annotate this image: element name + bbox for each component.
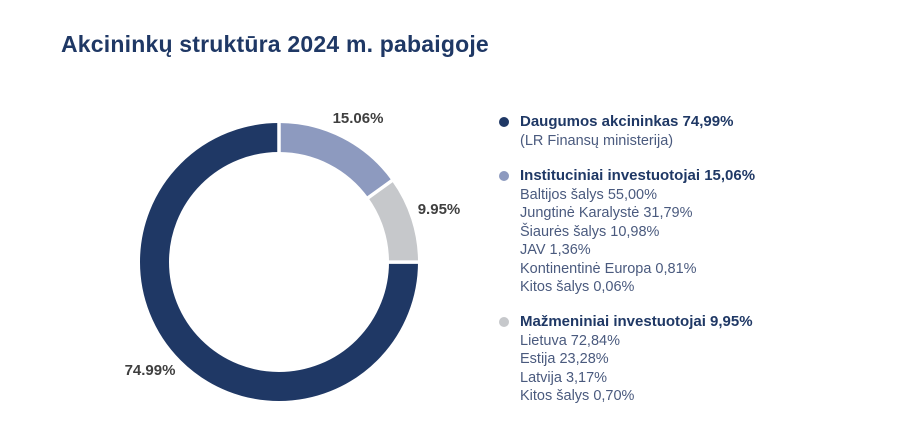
legend-group-heading: Mažmeniniai investuotojai 9,95% bbox=[520, 312, 753, 330]
donut-segment-2 bbox=[140, 123, 418, 401]
legend-group-texts: Daugumos akcininkas 74,99% (LR Finansų mi… bbox=[520, 112, 869, 151]
slice-label-instituciniai: 15.06% bbox=[332, 110, 384, 127]
legend-item: Kitos šalys 0,70% bbox=[520, 388, 635, 404]
legend-item: (LR Finansų ministerija) bbox=[520, 133, 674, 149]
legend-item: Latvija 3,17% bbox=[520, 369, 608, 386]
legend-item: Jungtinė Karalystė 31,79% bbox=[520, 205, 693, 221]
legend-item: Šiaurės šalys 10,98% bbox=[520, 223, 660, 240]
legend-bullet-icon bbox=[499, 117, 509, 127]
slice-label-daugumos: 74.99% bbox=[124, 362, 176, 379]
legend-bullet-icon bbox=[499, 170, 509, 181]
legend-item: Lietuva 72,84% bbox=[520, 332, 620, 349]
legend-group-heading: Instituciniai investuotojai 15,06% bbox=[520, 166, 756, 184]
donut-segment-1 bbox=[367, 180, 419, 263]
donut-segment-0 bbox=[278, 123, 392, 199]
chart-legend: Daugumos akcininkas 74,99% (LR Finansų mi… bbox=[499, 112, 869, 421]
legend-group-2: Mažmeniniai investuotojai 9,95% Lietuva 7… bbox=[499, 312, 869, 406]
slice-label-mazmeniniai: 9.95% bbox=[417, 201, 461, 218]
donut-segment-separator bbox=[362, 175, 398, 203]
legend-group-texts: Instituciniai investuotojai 15,06% Baltij… bbox=[520, 166, 869, 297]
legend-group-1: Instituciniai investuotojai 15,06% Baltij… bbox=[499, 166, 869, 297]
donut-chart bbox=[140, 117, 425, 401]
legend-bullet-icon bbox=[499, 316, 509, 327]
page-title: Akcininkų struktūra 2024 m. pabaigoje bbox=[61, 31, 489, 57]
legend-group-0: Daugumos akcininkas 74,99% (LR Finansų mi… bbox=[499, 112, 869, 151]
legend-group-heading: Daugumos akcininkas 74,99% bbox=[520, 113, 734, 130]
legend-item: JAV 1,36% bbox=[520, 242, 591, 258]
legend-item: Baltijos šalys 55,00% bbox=[520, 186, 658, 203]
legend-item: Estija 23,28% bbox=[520, 351, 609, 367]
legend-group-texts: Mažmeniniai investuotojai 9,95% Lietuva 7… bbox=[520, 312, 869, 406]
legend-item: Kitos šalys 0,06% bbox=[520, 279, 635, 295]
legend-item: Kontinentinė Europa 0,81% bbox=[520, 260, 697, 277]
